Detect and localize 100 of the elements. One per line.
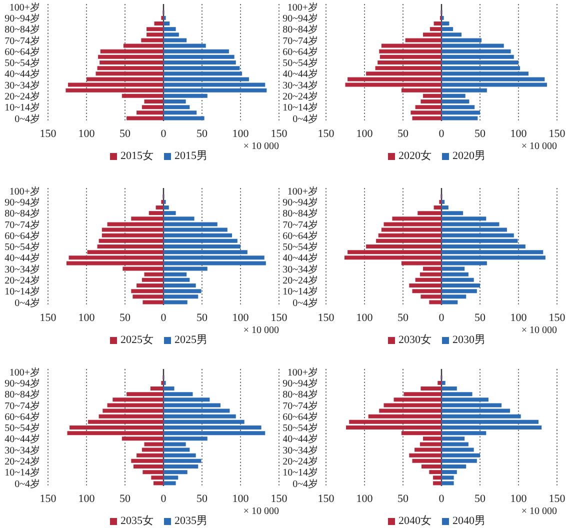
x-tick-label: 150 [270, 312, 288, 324]
y-tick-label: 100+岁 [9, 1, 40, 14]
x-tick-label: 50 [398, 492, 409, 505]
legend-label: 2040男 [452, 515, 486, 527]
y-tick-label: 10~14岁 [282, 466, 318, 479]
y-tick-label: 100+岁 [9, 185, 40, 198]
x-tick-label: 100 [232, 492, 250, 505]
y-tick-label: 60~64岁 [4, 230, 40, 242]
y-tick-label: 40~44岁 [282, 433, 318, 446]
y-tick-label: 50~54岁 [282, 57, 318, 70]
y-tick-label: 0~4岁 [14, 296, 40, 309]
legend-label: 2035女 [120, 515, 154, 527]
y-tick-label: 60~64岁 [4, 46, 40, 58]
y-tick-label: 90~94岁 [4, 12, 40, 24]
y-tick-label: 0~4岁 [14, 478, 40, 490]
x-tick-label: 50 [398, 128, 409, 140]
x-tick-label: 100 [232, 128, 250, 140]
y-tick-label: 80~84岁 [4, 208, 40, 220]
x-tick-label: 50 [120, 312, 131, 324]
y-tick-label: 80~84岁 [4, 388, 40, 401]
y-tick-label: 60~64岁 [4, 410, 40, 423]
x-tick-label: 100 [510, 128, 528, 140]
x-tick-label: 100 [356, 312, 374, 324]
y-tick-label: 20~24岁 [4, 455, 40, 468]
y-tick-label: 80~84岁 [282, 208, 318, 220]
x-tick-label: 100 [78, 128, 96, 140]
x-axis-title: × 10 000 [521, 141, 557, 152]
x-tick-label: 100 [78, 312, 96, 324]
y-tick-label: 70~74岁 [282, 34, 318, 47]
x-tick-label: 150 [548, 492, 566, 505]
legend-label: 2015女 [120, 150, 154, 162]
y-tick-label: 0~4岁 [292, 478, 318, 490]
x-axis-title: × 10 000 [521, 325, 557, 336]
y-tick-label: 50~54岁 [4, 241, 40, 254]
y-tick-label: 90~94岁 [4, 377, 40, 390]
y-tick-label: 30~34岁 [282, 444, 318, 456]
x-tick-label: 50 [474, 492, 486, 505]
y-tick-label: 10~14岁 [4, 286, 40, 298]
x-tick-label: 150 [318, 128, 335, 140]
x-tick-label: 100 [510, 492, 528, 505]
x-tick-label: 150 [40, 128, 57, 140]
x-tick-label: 50 [196, 492, 208, 505]
legend-label: 2040女 [398, 515, 432, 527]
x-tick-label: 0 [160, 312, 167, 324]
x-tick-label: 0 [160, 128, 167, 140]
x-tick-label: 150 [40, 492, 57, 505]
y-tick-label: 30~34岁 [4, 444, 40, 456]
y-tick-label: 90~94岁 [282, 196, 318, 208]
y-tick-label: 60~64岁 [282, 230, 318, 242]
y-tick-label: 50~54岁 [282, 241, 318, 254]
y-tick-label: 20~24岁 [282, 90, 318, 102]
x-tick-label: 50 [120, 128, 131, 140]
y-tick-label: 100+岁 [287, 185, 318, 198]
x-tick-label: 150 [548, 128, 566, 140]
legend-label: 2025女 [120, 334, 154, 346]
y-tick-label: 10~14岁 [282, 102, 318, 114]
y-tick-label: 40~44岁 [282, 252, 318, 264]
x-tick-label: 150 [318, 312, 335, 324]
y-tick-label: 100+岁 [287, 1, 318, 14]
x-tick-label: 0 [438, 312, 445, 324]
y-tick-label: 10~14岁 [4, 102, 40, 114]
y-tick-label: 90~94岁 [282, 12, 318, 24]
y-tick-label: 70~74岁 [282, 400, 318, 412]
y-tick-label: 40~44岁 [4, 68, 40, 80]
x-tick-label: 50 [196, 128, 208, 140]
x-tick-label: 150 [270, 492, 288, 505]
y-tick-label: 60~64岁 [282, 410, 318, 423]
x-tick-label: 50 [474, 128, 486, 140]
y-tick-label: 0~4岁 [14, 112, 40, 125]
x-tick-label: 150 [270, 128, 288, 140]
legend-label: 2030女 [398, 334, 432, 346]
legend-label: 2020女 [398, 150, 432, 162]
x-axis-title: × 10 000 [521, 506, 557, 517]
y-tick-label: 0~4岁 [292, 296, 318, 309]
legend-label: 2015男 [174, 150, 208, 162]
x-axis-title: × 10 000 [243, 141, 279, 152]
x-tick-label: 150 [318, 492, 335, 505]
y-tick-label: 10~14岁 [4, 466, 40, 479]
legend-label: 2020男 [452, 150, 486, 162]
y-tick-label: 70~74岁 [4, 218, 40, 231]
y-tick-label: 80~84岁 [4, 24, 40, 36]
x-axis-title: × 10 000 [243, 325, 279, 336]
x-tick-label: 150 [40, 312, 57, 324]
y-tick-label: 40~44岁 [4, 433, 40, 446]
legend-label: 2035男 [174, 515, 208, 527]
y-tick-label: 60~64岁 [282, 46, 318, 58]
x-tick-label: 100 [356, 128, 374, 140]
y-tick-label: 100+岁 [9, 366, 40, 378]
y-tick-label: 70~74岁 [4, 34, 40, 47]
x-axis-title: × 10 000 [243, 506, 279, 517]
y-tick-label: 80~84岁 [282, 24, 318, 36]
x-tick-label: 0 [438, 128, 445, 140]
legend-label: 2030男 [452, 334, 486, 346]
y-tick-label: 50~54岁 [4, 422, 40, 434]
x-tick-label: 0 [160, 492, 167, 505]
y-tick-label: 50~54岁 [282, 422, 318, 434]
y-tick-label: 90~94岁 [282, 377, 318, 390]
y-tick-label: 20~24岁 [4, 90, 40, 102]
x-tick-label: 0 [438, 492, 445, 505]
x-tick-label: 100 [510, 312, 528, 324]
